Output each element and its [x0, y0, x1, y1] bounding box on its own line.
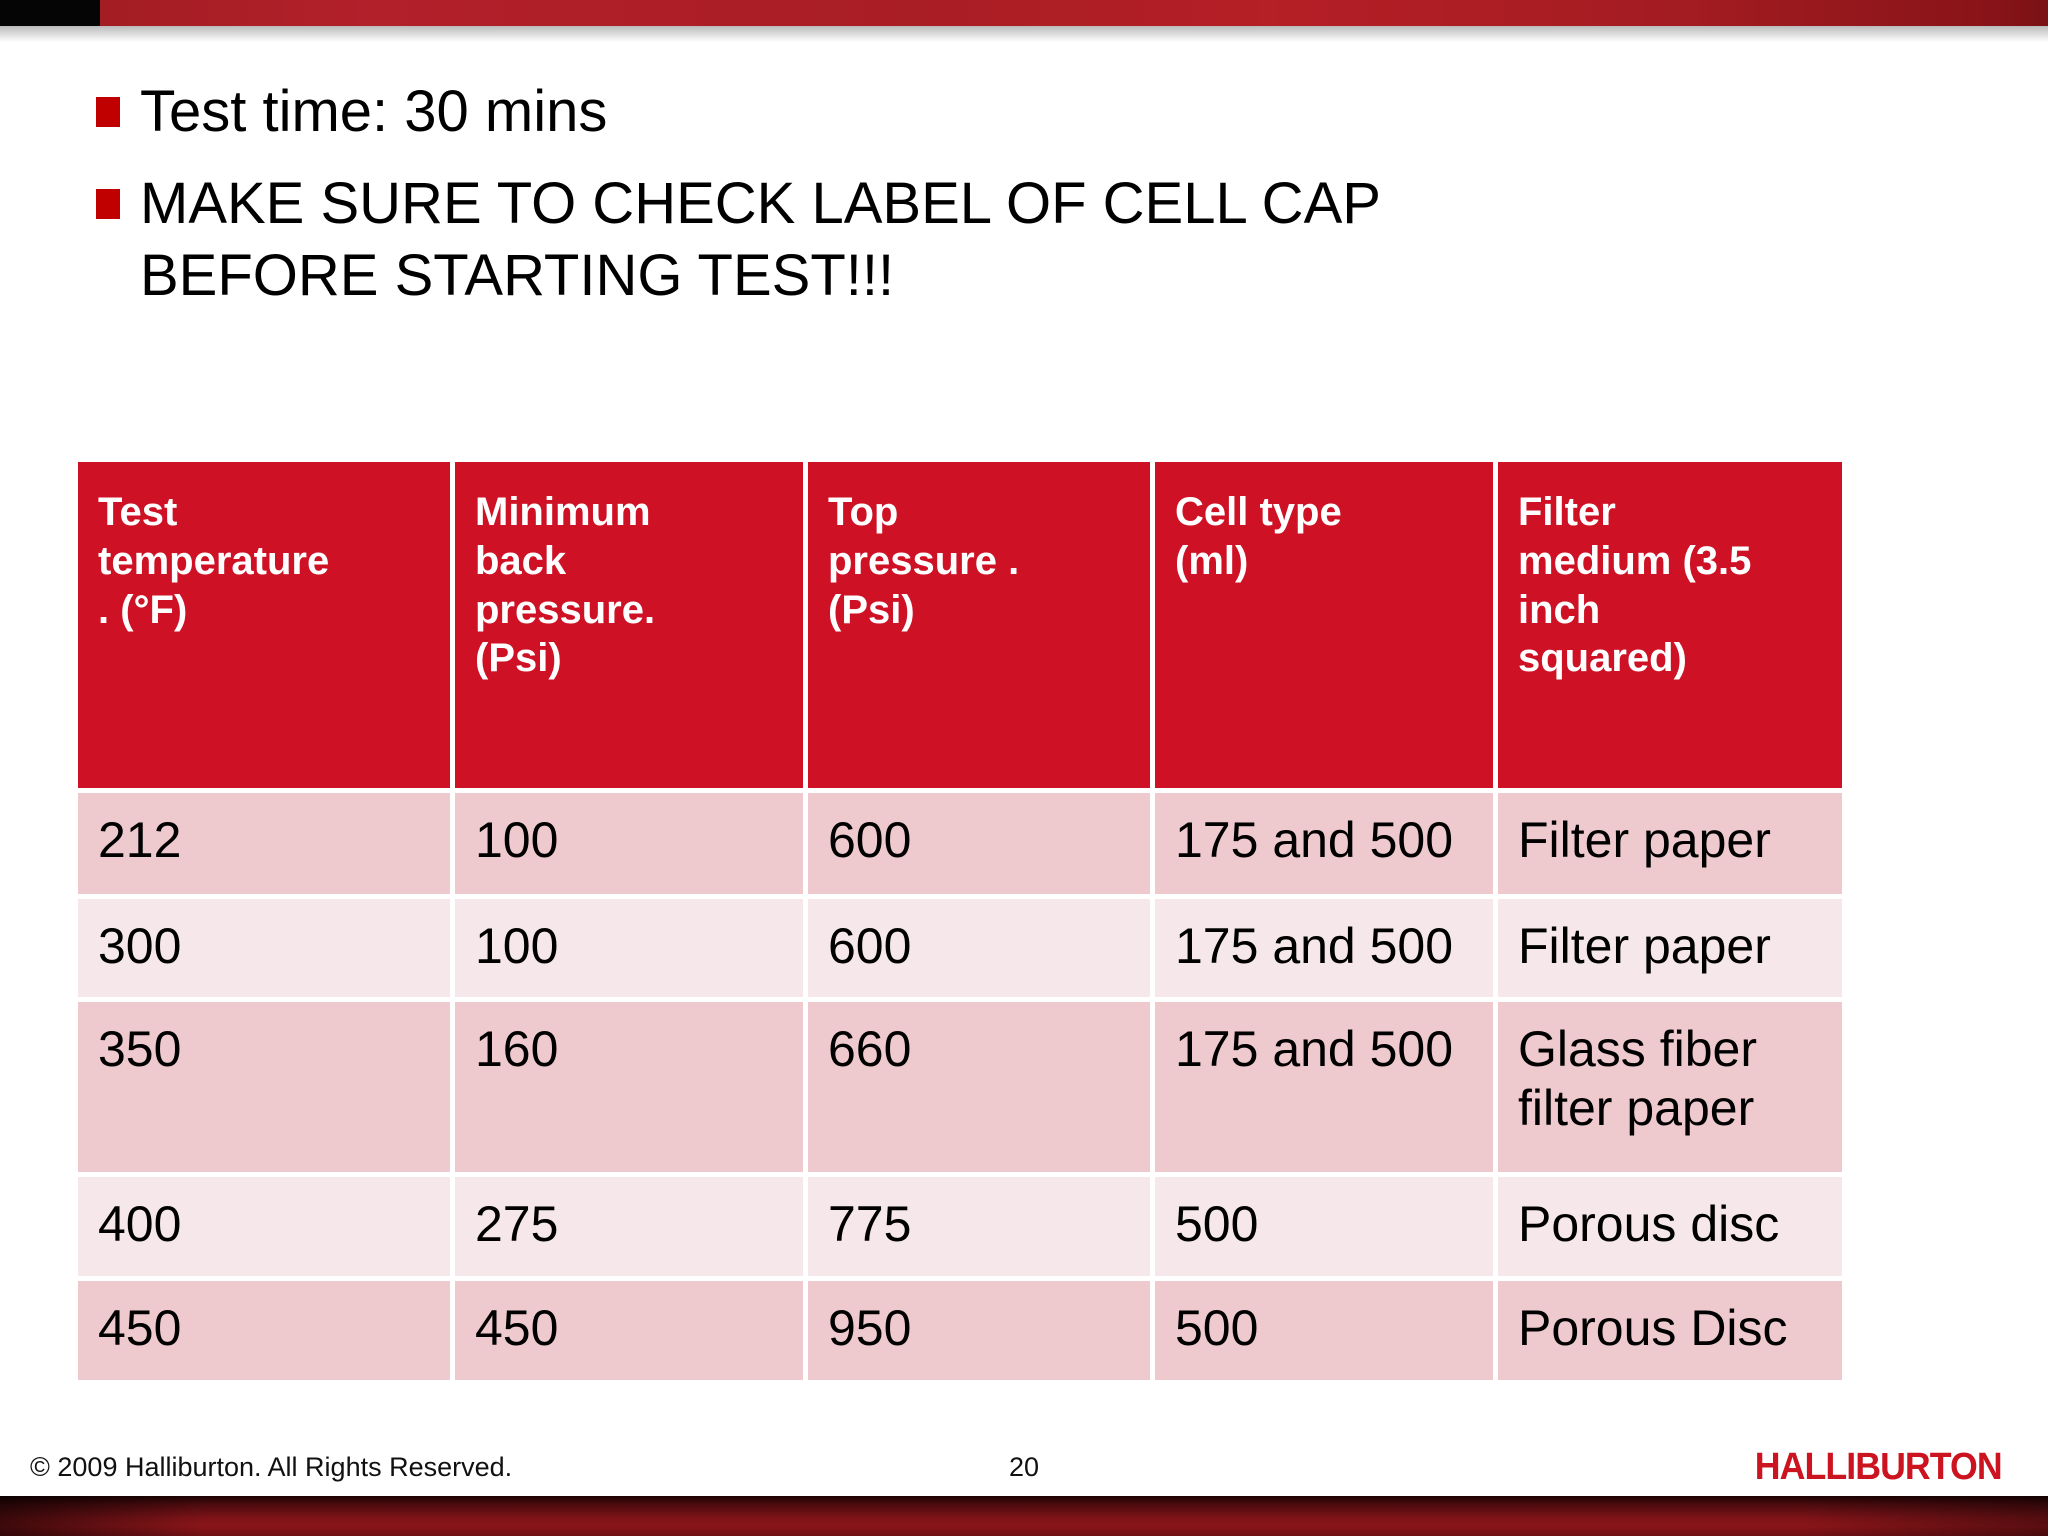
header-cell-filter-medium: Filter medium (3.5 inch squared) — [1498, 462, 1842, 788]
top-banner — [0, 0, 2048, 26]
bullet-item-test-time: Test time: 30 mins — [96, 76, 1576, 148]
header-cell-cell-type: Cell type (ml) — [1155, 462, 1493, 788]
top-banner-shadow — [0, 26, 2048, 44]
halliburton-logo: HALLIBURTON — [1755, 1446, 2003, 1488]
table-cell: 175 and 500 — [1155, 1002, 1493, 1172]
table-cell: 175 and 500 — [1155, 899, 1493, 997]
bullet-list: Test time: 30 mins MAKE SURE TO CHECK LA… — [96, 76, 1576, 332]
header-cell-top-pressure: Top pressure . (Psi) — [808, 462, 1150, 788]
header-cell-min-back-pressure: Minimum back pressure. (Psi) — [455, 462, 803, 788]
table-cell: 775 — [808, 1177, 1150, 1276]
table-cell: Filter paper — [1498, 793, 1842, 894]
table-cell: 450 — [455, 1281, 803, 1380]
table-cell: 160 — [455, 1002, 803, 1172]
table-cell: 175 and 500 — [1155, 793, 1493, 894]
table-cell: Filter paper — [1498, 899, 1842, 997]
header-cell-test-temperature: Test temperature . (°F) — [78, 462, 450, 788]
page-number: 20 — [1008, 1452, 1040, 1482]
table-cell: 500 — [1155, 1281, 1493, 1380]
bullet-text-warning: MAKE SURE TO CHECK LABEL OF CELL CAP BEF… — [140, 170, 1381, 308]
table-cell: 350 — [78, 1002, 450, 1172]
table-cell: 100 — [455, 793, 803, 894]
table-cell: 660 — [808, 1002, 1150, 1172]
table-cell: 600 — [808, 899, 1150, 997]
table-cell: 100 — [455, 899, 803, 997]
table-cell: 300 — [78, 899, 450, 997]
bullet-marker-icon — [96, 188, 120, 219]
table-cell: Porous disc — [1498, 1177, 1842, 1276]
table-cell: Glass fiber filter paper — [1498, 1002, 1842, 1172]
top-banner-black-block — [0, 0, 100, 26]
table-cell: 450 — [78, 1281, 450, 1380]
bullet-item-warning: MAKE SURE TO CHECK LABEL OF CELL CAP BEF… — [96, 168, 1576, 312]
table-cell: Porous Disc — [1498, 1281, 1842, 1380]
table-cell: 600 — [808, 793, 1150, 894]
bullet-text-test-time: Test time: 30 mins — [140, 79, 608, 144]
test-parameters-table: Test temperature . (°F) Minimum back pre… — [78, 462, 1842, 1380]
bottom-banner — [0, 1496, 2048, 1536]
copyright-text: © 2009 Halliburton. All Rights Reserved. — [30, 1452, 513, 1482]
table-cell: 275 — [455, 1177, 803, 1276]
table-cell: 500 — [1155, 1177, 1493, 1276]
table-cell: 212 — [78, 793, 450, 894]
bullet-marker-icon — [96, 97, 120, 127]
table-cell: 400 — [78, 1177, 450, 1276]
table-cell: 950 — [808, 1281, 1150, 1380]
